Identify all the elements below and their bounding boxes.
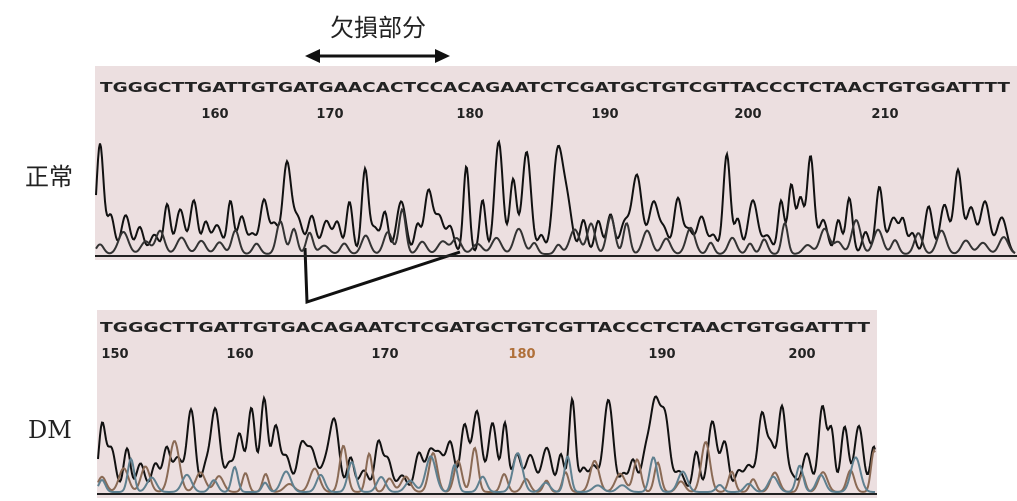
deletion-arrow (305, 49, 450, 63)
panel-label: DM (28, 416, 72, 444)
position-label: 190 (591, 107, 618, 122)
position-label: 150 (101, 347, 128, 362)
position-label: 190 (648, 347, 675, 362)
deletion-label: 欠損部分 (330, 14, 426, 42)
figure: 欠損部分 正常 DM TGGGCTTGATTGTGATGAACACTCCACAG… (0, 0, 1017, 501)
sequence: TGGGCTTGATTGTGATGAACACTCCACAGAATCTCGATGC… (100, 81, 1010, 96)
position-label: 200 (788, 347, 815, 362)
panel-bg (97, 310, 877, 498)
position-label: 180 (508, 347, 535, 362)
panel-label: 正常 (25, 163, 73, 191)
position-label: 160 (226, 347, 253, 362)
position-label: 200 (734, 107, 761, 122)
position-label: 170 (316, 107, 343, 122)
sequence: TGGGCTTGATTGTGACAGAATCTCGATGCTGTCGTTACCC… (100, 321, 870, 336)
position-label: 160 (201, 107, 228, 122)
position-label: 210 (871, 107, 898, 122)
position-label: 170 (371, 347, 398, 362)
position-label: 180 (456, 107, 483, 122)
